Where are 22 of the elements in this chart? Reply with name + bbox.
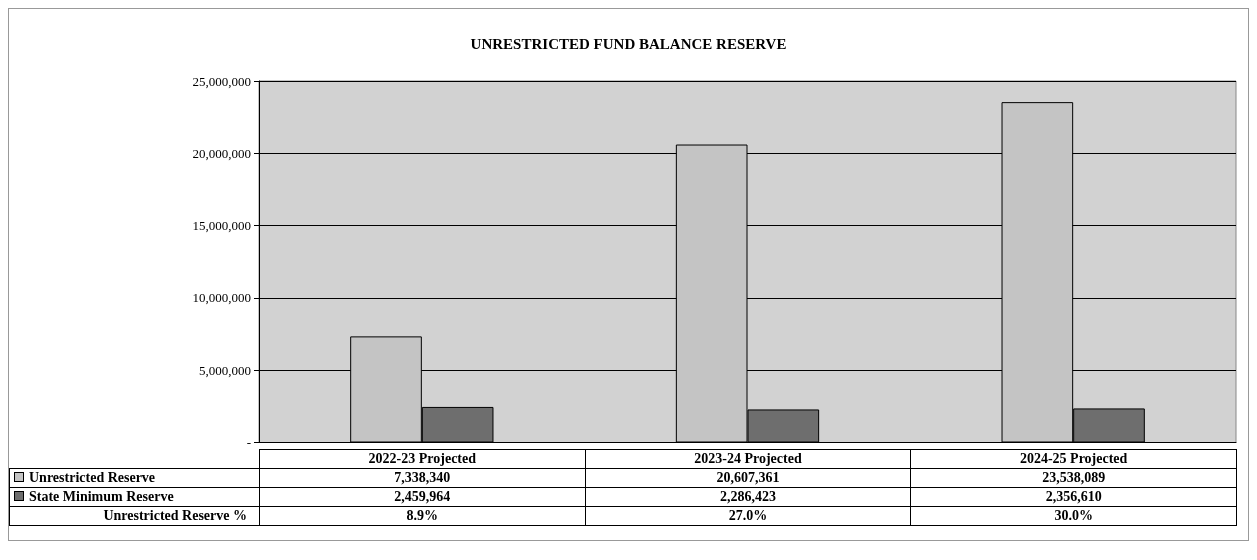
legend-label: State Minimum Reserve bbox=[9, 487, 260, 507]
x-tick-label: 2023-24 Projected bbox=[585, 449, 911, 469]
y-tick-label: 15,000,000 bbox=[192, 218, 251, 234]
x-tick-label: 2024-25 Projected bbox=[910, 449, 1237, 469]
text: Unrestricted Reserve % bbox=[9, 506, 260, 526]
x-tick-label: 2022-23 Projected bbox=[259, 449, 586, 469]
data-label: 2,286,423 bbox=[585, 487, 911, 507]
legend-label: Unrestricted Reserve bbox=[9, 468, 260, 488]
text: 30.0% bbox=[910, 506, 1237, 526]
y-tick-label: 20,000,000 bbox=[192, 145, 251, 161]
y-tick-label: 5,000,000 bbox=[199, 362, 251, 378]
data-label: 2,459,964 bbox=[259, 487, 586, 507]
chart-title: UNRESTRICTED FUND BALANCE RESERVE bbox=[470, 35, 787, 52]
data-label: 20,607,361 bbox=[585, 468, 911, 488]
y-tick-label: 25,000,000 bbox=[192, 73, 251, 89]
text: 27.0% bbox=[585, 506, 911, 526]
y-tick-label: - bbox=[246, 435, 251, 450]
text: 8.9% bbox=[259, 506, 586, 526]
data-label: 2,356,610 bbox=[910, 487, 1237, 507]
data-label: 7,338,340 bbox=[259, 468, 586, 488]
y-tick-label: 10,000,000 bbox=[192, 290, 251, 306]
data-label: 23,538,089 bbox=[910, 468, 1237, 488]
